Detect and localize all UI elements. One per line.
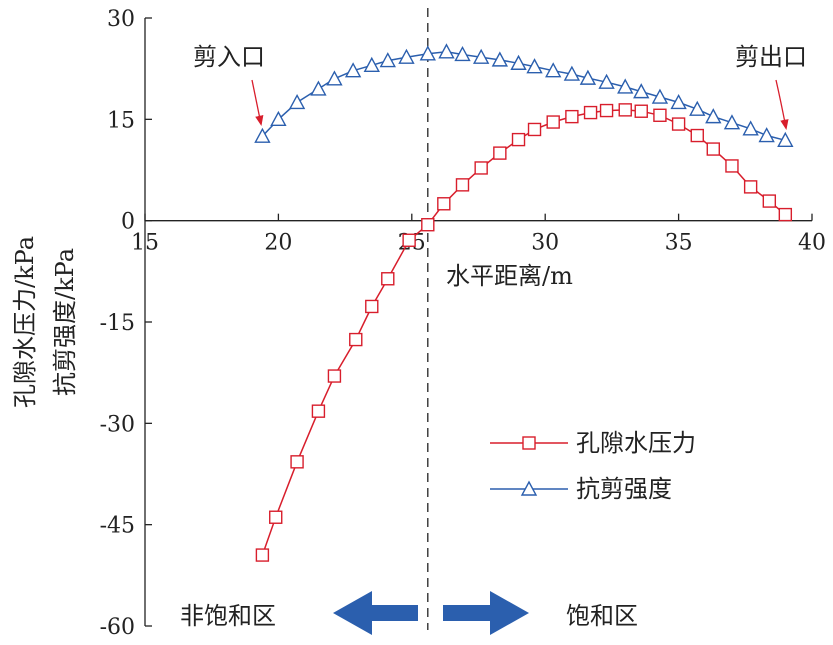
shear-strength-point	[270, 110, 287, 127]
y-tick-label: 0	[121, 210, 135, 235]
pore-pressure-point	[618, 103, 632, 117]
pore-pressure-point	[421, 218, 435, 232]
pore-pressure-point	[725, 159, 739, 173]
shear-strength-point	[563, 65, 581, 81]
pore-pressure-point	[269, 510, 283, 524]
outlet-arrow	[775, 79, 789, 131]
pore-pressure-point	[474, 161, 488, 175]
shear-strength-point	[288, 93, 306, 110]
shear-strength-point	[545, 62, 562, 78]
y-tick-label: 15	[107, 108, 135, 133]
pore-pressure-point	[743, 180, 758, 194]
shear-strength-point	[526, 58, 543, 74]
plot-area	[254, 8, 794, 630]
pore-pressure-point	[527, 122, 542, 137]
outlet-annotation: 剪出口	[735, 43, 807, 71]
saturated-zone-label: 饱和区	[566, 602, 638, 630]
y-tick-label: -45	[100, 514, 135, 539]
pore-pressure-point	[778, 207, 793, 222]
axes	[144, 17, 813, 627]
x-tick-label: 35	[665, 231, 693, 256]
unsaturated-zone-label: 非饱和区	[180, 602, 276, 630]
pore-pressure-point	[349, 332, 363, 347]
shear-strength-point	[651, 88, 669, 104]
y-tick-label: -15	[100, 311, 135, 336]
pore-pressure-point	[583, 105, 598, 120]
inlet-annotation: 剪入口	[193, 43, 265, 71]
pore-pressure-point	[706, 142, 720, 156]
x-tick-label: 15	[131, 231, 159, 256]
shear-strength-point	[398, 48, 415, 64]
pore-pressure-point	[546, 115, 560, 129]
pore-pressure-point	[599, 103, 614, 118]
inlet-arrow	[251, 79, 264, 127]
pore-pressure-point	[381, 272, 395, 286]
y-axis-label-shear: 抗剪强度/kPa	[51, 248, 79, 396]
shear-strength-point	[777, 131, 794, 147]
shear-strength-point	[742, 120, 759, 136]
y-tick-label: -60	[100, 615, 135, 640]
shear-strength-point	[705, 108, 722, 124]
shear-strength-point	[617, 78, 634, 94]
pore-pressure-point	[762, 194, 777, 208]
shear-strength-point	[379, 52, 396, 68]
pore-pressure-point	[402, 233, 416, 247]
legend-label-shear: 抗剪强度	[576, 475, 672, 503]
pore-pressure-point	[455, 178, 470, 192]
y-axis-label-pore: 孔隙水压力/kPa	[11, 236, 39, 408]
pore-pressure-point	[290, 455, 304, 469]
shear-strength-point	[633, 83, 650, 99]
shear-strength-point	[363, 56, 380, 72]
pore-pressure-point	[634, 104, 648, 118]
pore-pressure-point	[311, 404, 326, 418]
shear-strength-point	[438, 43, 455, 59]
pore-pressure-point	[653, 108, 667, 122]
shear-strength-point	[598, 73, 615, 89]
shear-strength-point	[326, 70, 343, 86]
shear-strength-point	[689, 100, 706, 116]
shear-strength-point	[758, 127, 775, 143]
pore-pressure-point	[690, 128, 704, 143]
pore-pressure-point	[565, 109, 579, 124]
x-tick-label: 20	[264, 231, 292, 256]
unsaturated-arrow	[333, 591, 418, 635]
legend-label-pore: 孔隙水压力	[576, 429, 696, 457]
shear-strength-point	[670, 93, 687, 110]
shear-strength-point	[510, 54, 527, 70]
shear-strength-point	[723, 114, 741, 130]
pore-pressure-point	[511, 132, 526, 147]
shear-strength-point	[254, 127, 271, 143]
shear-strength-point	[310, 80, 327, 96]
legend: 孔隙水压力 抗剪强度	[490, 429, 696, 503]
shear-strength-point	[454, 46, 471, 62]
pore-pressure-point	[437, 197, 451, 211]
legend-marker-shear	[520, 480, 538, 496]
saturated-arrow	[443, 591, 529, 635]
y-tick-label: 30	[107, 7, 135, 32]
legend-marker-pore	[522, 436, 536, 450]
y-tick-label: -30	[100, 412, 135, 437]
shear-strength-point	[419, 45, 436, 61]
pore-pressure-point	[671, 117, 686, 131]
pore-pressure-point	[327, 369, 342, 383]
x-tick-label: 40	[798, 231, 826, 256]
pore-pressure-point	[365, 299, 379, 314]
shear-strength-point	[491, 51, 509, 67]
x-tick-label: 30	[531, 231, 559, 256]
x-axis-label: 水平距离/m	[446, 262, 573, 290]
shear-strength-point	[579, 69, 597, 85]
shear-strength-point	[344, 62, 362, 78]
pore-pressure-point	[255, 548, 270, 562]
pore-pressure-point	[493, 146, 507, 160]
shear-strength-point	[472, 48, 490, 64]
